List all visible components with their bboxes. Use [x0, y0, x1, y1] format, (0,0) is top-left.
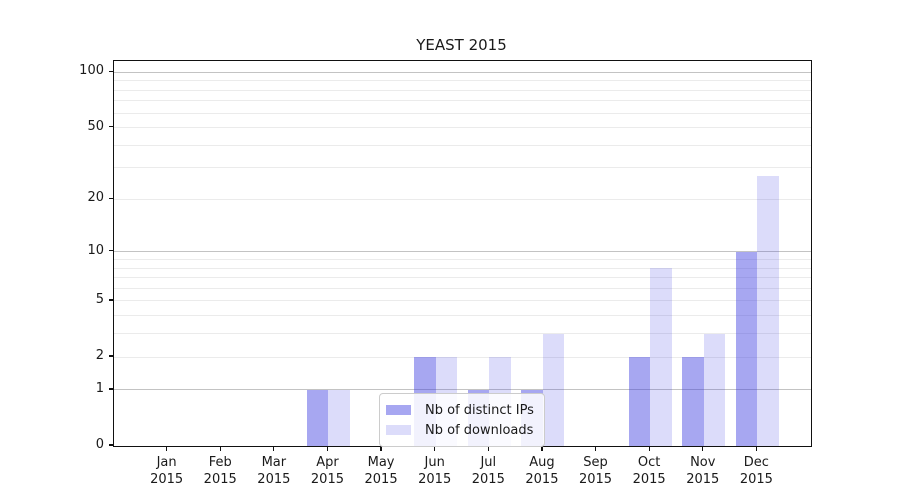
x-tick-label-jan: Jan 2015 — [150, 455, 184, 487]
legend-swatch-downloads — [386, 425, 411, 435]
x-tick-label-apr: Apr 2015 — [310, 455, 344, 487]
y-tick-mark-1 — [108, 388, 113, 390]
bar-downloads-dec — [757, 176, 779, 446]
gridline-y-4 — [114, 315, 811, 317]
y-tick-mark-2 — [108, 355, 113, 357]
x-tick-mark-nov — [702, 446, 704, 451]
x-tick-mark-sep — [594, 446, 597, 451]
bar-downloads-aug — [542, 333, 565, 446]
gridline-y-40 — [114, 144, 811, 146]
gridline-y-1 — [114, 389, 811, 391]
y-tick-mark-20 — [108, 197, 113, 200]
legend-label-distinct-ips: Nb of distinct IPs — [425, 402, 534, 418]
y-tick-mark-50 — [108, 125, 113, 128]
gridline-y-5 — [114, 300, 811, 302]
legend-swatch-distinct-ips — [386, 405, 411, 415]
gridline-y-2 — [114, 356, 811, 358]
gridline-y-100 — [114, 71, 811, 73]
bar-downloads-nov — [703, 333, 726, 446]
gridline-y-7 — [114, 277, 811, 279]
bar-ips-dec — [735, 251, 758, 446]
x-tick-label-feb: Feb 2015 — [203, 455, 237, 487]
y-tick-label-10: 10 — [87, 242, 104, 258]
x-tick-label-nov: Nov 2015 — [686, 455, 720, 487]
gridline-y-70 — [114, 100, 811, 102]
bar-ips-nov — [682, 357, 704, 446]
x-tick-label-sep: Sep 2015 — [578, 455, 613, 487]
gridline-y-80 — [114, 89, 811, 91]
gridline-y-8 — [114, 267, 811, 269]
y-tick-label-1: 1 — [95, 380, 104, 396]
x-tick-label-mar: Mar 2015 — [257, 455, 291, 487]
x-tick-mark-jun — [434, 446, 436, 451]
gridline-y-90 — [114, 80, 811, 82]
x-tick-mark-mar — [273, 446, 275, 451]
y-tick-mark-0 — [108, 444, 113, 446]
x-tick-label-jul: Jul 2015 — [471, 455, 505, 487]
legend: Nb of distinct IPs Nb of downloads — [379, 393, 545, 447]
legend-label-downloads: Nb of downloads — [425, 422, 534, 438]
gridline-y-50 — [114, 127, 811, 129]
gridline-y-3 — [114, 333, 811, 335]
x-tick-mark-dec — [755, 446, 758, 451]
y-tick-label-2: 2 — [95, 348, 104, 364]
x-tick-label-oct: Oct 2015 — [632, 455, 666, 487]
legend-item-downloads: Nb of downloads — [386, 420, 534, 440]
x-tick-label-may: May 2015 — [364, 455, 398, 487]
gridline-y-10 — [114, 251, 811, 253]
gridline-y-20 — [114, 198, 811, 200]
y-tick-mark-5 — [108, 299, 113, 301]
bar-ips-oct — [628, 357, 651, 446]
chart-title: YEAST 2015 — [416, 36, 507, 54]
y-tick-label-20: 20 — [87, 190, 104, 206]
x-tick-label-jun: Jun 2015 — [418, 455, 452, 487]
gridline-y-9 — [114, 259, 811, 260]
x-tick-mark-jul — [487, 446, 489, 451]
bar-ips-apr — [306, 389, 329, 446]
gridline-y-30 — [114, 167, 811, 169]
y-tick-label-100: 100 — [79, 63, 104, 79]
bar-downloads-apr — [328, 389, 350, 446]
x-tick-mark-oct — [648, 446, 650, 451]
x-tick-mark-feb — [219, 446, 221, 451]
x-tick-mark-may — [380, 446, 382, 451]
gridline-y-60 — [114, 112, 811, 114]
y-tick-label-5: 5 — [95, 291, 104, 307]
x-tick-label-aug: Aug 2015 — [525, 455, 559, 487]
y-tick-label-0: 0 — [95, 437, 104, 452]
x-tick-mark-apr — [326, 446, 329, 451]
x-tick-label-dec: Dec 2015 — [739, 455, 773, 487]
x-tick-mark-jan — [165, 446, 168, 451]
y-tick-mark-100 — [108, 70, 113, 72]
plot-area: Nb of distinct IPs Nb of downloads — [113, 60, 812, 447]
gridline-y-6 — [114, 287, 811, 289]
legend-item-distinct-ips: Nb of distinct IPs — [386, 400, 534, 420]
x-tick-mark-aug — [541, 446, 543, 451]
y-tick-label-50: 50 — [87, 118, 104, 134]
y-tick-mark-10 — [108, 250, 113, 252]
bar-downloads-oct — [650, 268, 672, 446]
